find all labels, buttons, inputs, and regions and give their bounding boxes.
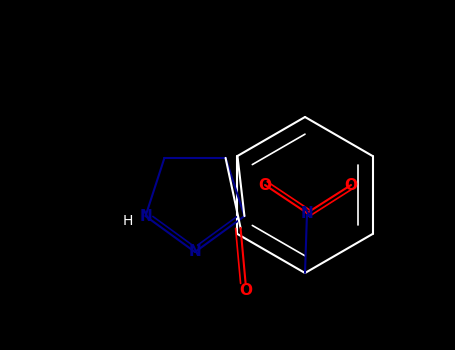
- Text: N: N: [301, 205, 313, 220]
- Text: N: N: [189, 245, 202, 259]
- Text: O: O: [258, 177, 272, 192]
- Text: O: O: [344, 177, 358, 192]
- Text: O: O: [239, 284, 252, 299]
- Text: H: H: [122, 214, 133, 228]
- Text: N: N: [139, 209, 152, 224]
